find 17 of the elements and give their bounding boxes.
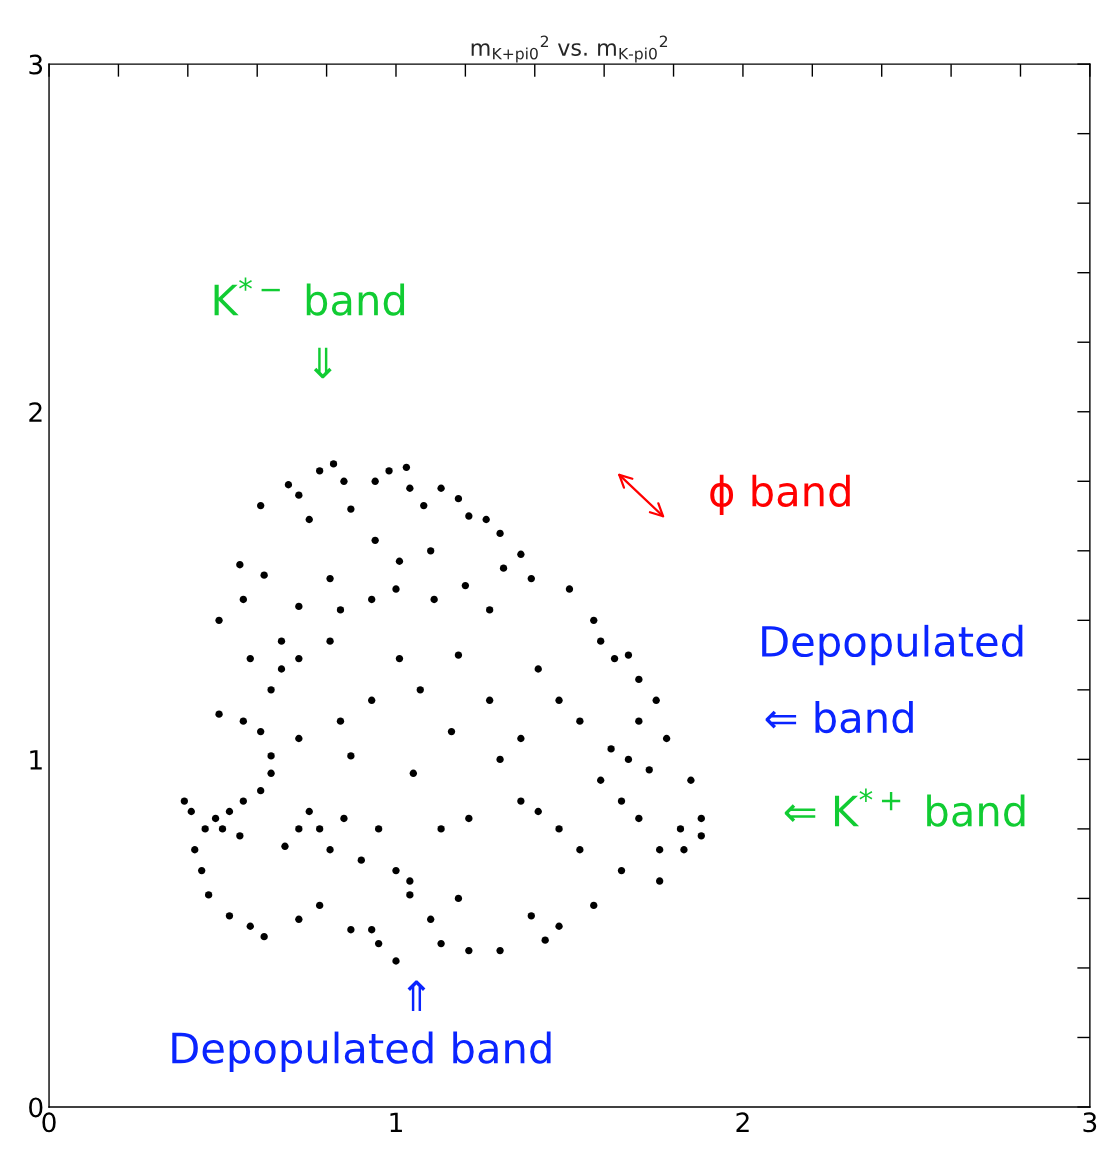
y-tick-label: 1 [30, 750, 42, 770]
x-tick-label: 0 [42, 1112, 56, 1133]
x-tick-label: 2 [736, 1112, 749, 1132]
y-tick-label: 3 [29, 54, 43, 75]
x-tick-label: 3 [1083, 1112, 1097, 1133]
annotation: Depopulated band [172, 1031, 551, 1072]
chart-title: m$_{K+pi0}$$^{2}$ vs. m$_{K-pi0}$$^{2}$ [471, 35, 668, 63]
annotation: ⇓ [313, 347, 332, 379]
annotation: ⇐ K$^{*+}$ band [784, 788, 1025, 827]
y-tick-label: 2 [29, 402, 42, 422]
annotation: ⇐ band [765, 700, 913, 734]
y-tick-label: 0 [29, 1097, 43, 1118]
annotation: ϕ band [710, 474, 850, 515]
annotation: K$^{*−}$ band [214, 277, 405, 316]
x-tick-label: 1 [390, 1112, 402, 1132]
annotation: Depopulated [762, 624, 1023, 666]
annotation: ⇑ [407, 980, 426, 1012]
